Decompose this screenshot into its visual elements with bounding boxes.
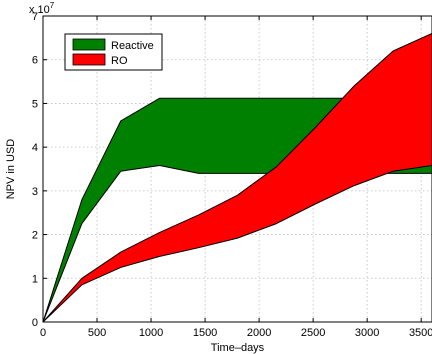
y-tick-label: 4	[32, 142, 38, 154]
y-exponent-label: x 107	[29, 1, 55, 16]
x-tick-label: 3000	[355, 327, 379, 339]
legend-label-ro: RO	[111, 55, 128, 67]
y-exponent-base: x 10	[29, 4, 50, 16]
x-tick-label: 1500	[193, 327, 217, 339]
axis-ticks: 0 500 1000 1500 2000 2500 3000 3500 0 1 2 3 4 5 6 7	[32, 11, 432, 339]
legend: Reactive RO	[64, 33, 163, 71]
legend-swatch-ro	[72, 53, 106, 66]
x-tick-label: 0	[40, 327, 46, 339]
y-tick-label: 3	[32, 186, 38, 198]
y-tick-label: 6	[32, 55, 38, 67]
legend-swatch-reactive	[72, 38, 106, 51]
plot-frame	[42, 15, 432, 323]
legend-label-reactive: Reactive	[111, 40, 154, 52]
x-tick-label: 1000	[139, 327, 163, 339]
x-tick-label: 2500	[301, 327, 325, 339]
y-axis-title: NPV in USD	[5, 139, 17, 200]
y-tick-label: 0	[32, 317, 38, 329]
x-axis-title: Time–days	[211, 342, 265, 354]
x-tick-label: 500	[88, 327, 106, 339]
y-tick-label: 1	[32, 273, 38, 285]
y-tick-label: 2	[32, 230, 38, 242]
series-areas	[42, 33, 432, 323]
y-tick-label: 5	[32, 98, 38, 110]
x-tick-label: 3500	[409, 327, 432, 339]
y-exponent-power: 7	[50, 1, 55, 10]
area-series-ro	[42, 33, 432, 323]
y-tick-label: 7	[32, 11, 38, 23]
x-tick-label: 2000	[247, 327, 271, 339]
